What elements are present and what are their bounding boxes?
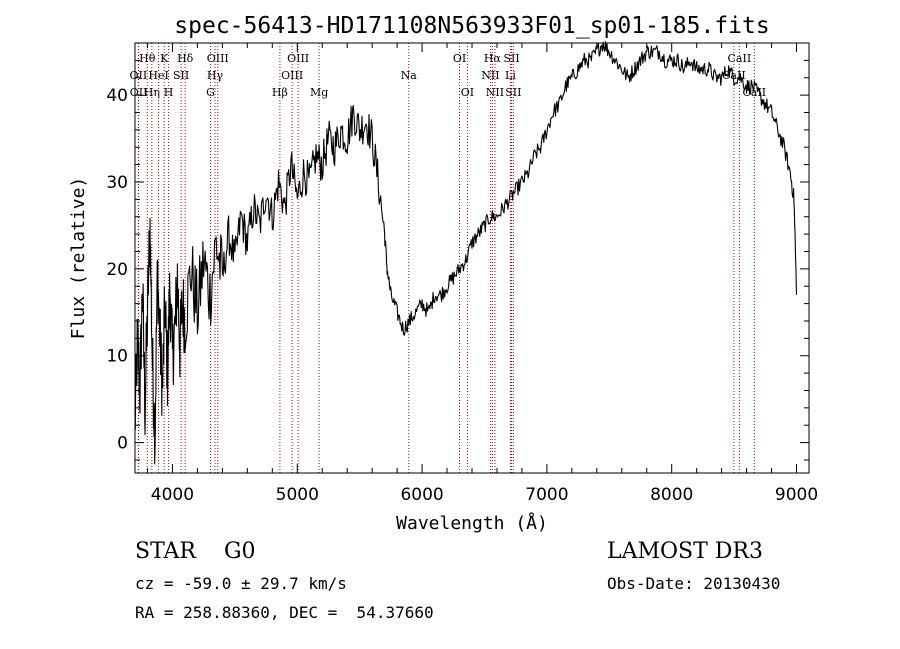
line-label: Hβ [272, 86, 288, 99]
x-tick-label: 4000 [151, 485, 194, 505]
line-label: CaII [728, 52, 752, 65]
line-label: OII [130, 86, 148, 99]
line-label: Hη [144, 86, 160, 99]
line-label: Mg [310, 86, 328, 99]
line-label: Na [401, 69, 418, 82]
line-label: OIII [287, 52, 309, 65]
line-label: OI [461, 86, 474, 99]
line-label: H [164, 86, 174, 99]
x-tick-label: 8000 [650, 485, 693, 505]
line-label: SII [503, 52, 519, 65]
object-class: STAR G0 [135, 539, 256, 564]
observation-date: Obs-Date: 20130430 [607, 574, 781, 593]
x-tick-label: 9000 [775, 485, 818, 505]
spectrum-line [134, 41, 798, 465]
axes: 4000 5000 6000 7000 8000 9000 0 10 20 30 40 [106, 43, 818, 505]
sky-coordinates: RA = 258.88360, DEC = 54.37660 [135, 603, 434, 622]
line-label: NII [481, 69, 499, 82]
y-tick-label: 20 [106, 260, 128, 280]
plot-frame [134, 42, 810, 474]
y-tick-label: 0 [117, 434, 128, 454]
x-axis-label: Wavelength (Å) [396, 512, 548, 534]
line-label: Hα [484, 52, 502, 65]
x-tick-label: 7000 [525, 485, 568, 505]
line-label: Hθ [139, 52, 156, 65]
line-label: K [160, 52, 169, 65]
chart-title: spec-56413-HD171108N563933F01_sp01-185.f… [174, 13, 769, 39]
line-label: OIII [207, 52, 229, 65]
spectrum-series [134, 41, 798, 465]
y-tick-label: 30 [106, 173, 128, 193]
line-label: NII [486, 86, 504, 99]
line-label: SII [173, 69, 189, 82]
line-label: Li [505, 69, 516, 82]
line-label: OII [130, 69, 148, 82]
y-axis-label: Flux (relative) [68, 177, 89, 340]
line-label: Hγ [207, 69, 224, 82]
line-label: Hδ [177, 52, 194, 65]
line-label: OIII [281, 69, 303, 82]
line-label: OI [453, 52, 466, 65]
redshift-velocity: cz = -59.0 ± 29.7 km/s [135, 574, 347, 593]
line-label: SII [505, 86, 521, 99]
y-tick-label: 10 [106, 347, 128, 367]
survey-name: LAMOST DR3 [607, 539, 763, 564]
line-label: G [206, 86, 215, 99]
y-tick-label: 40 [106, 86, 128, 106]
line-label: HeI [148, 69, 168, 82]
x-tick-label: 6000 [400, 485, 443, 505]
x-tick-label: 5000 [276, 485, 319, 505]
